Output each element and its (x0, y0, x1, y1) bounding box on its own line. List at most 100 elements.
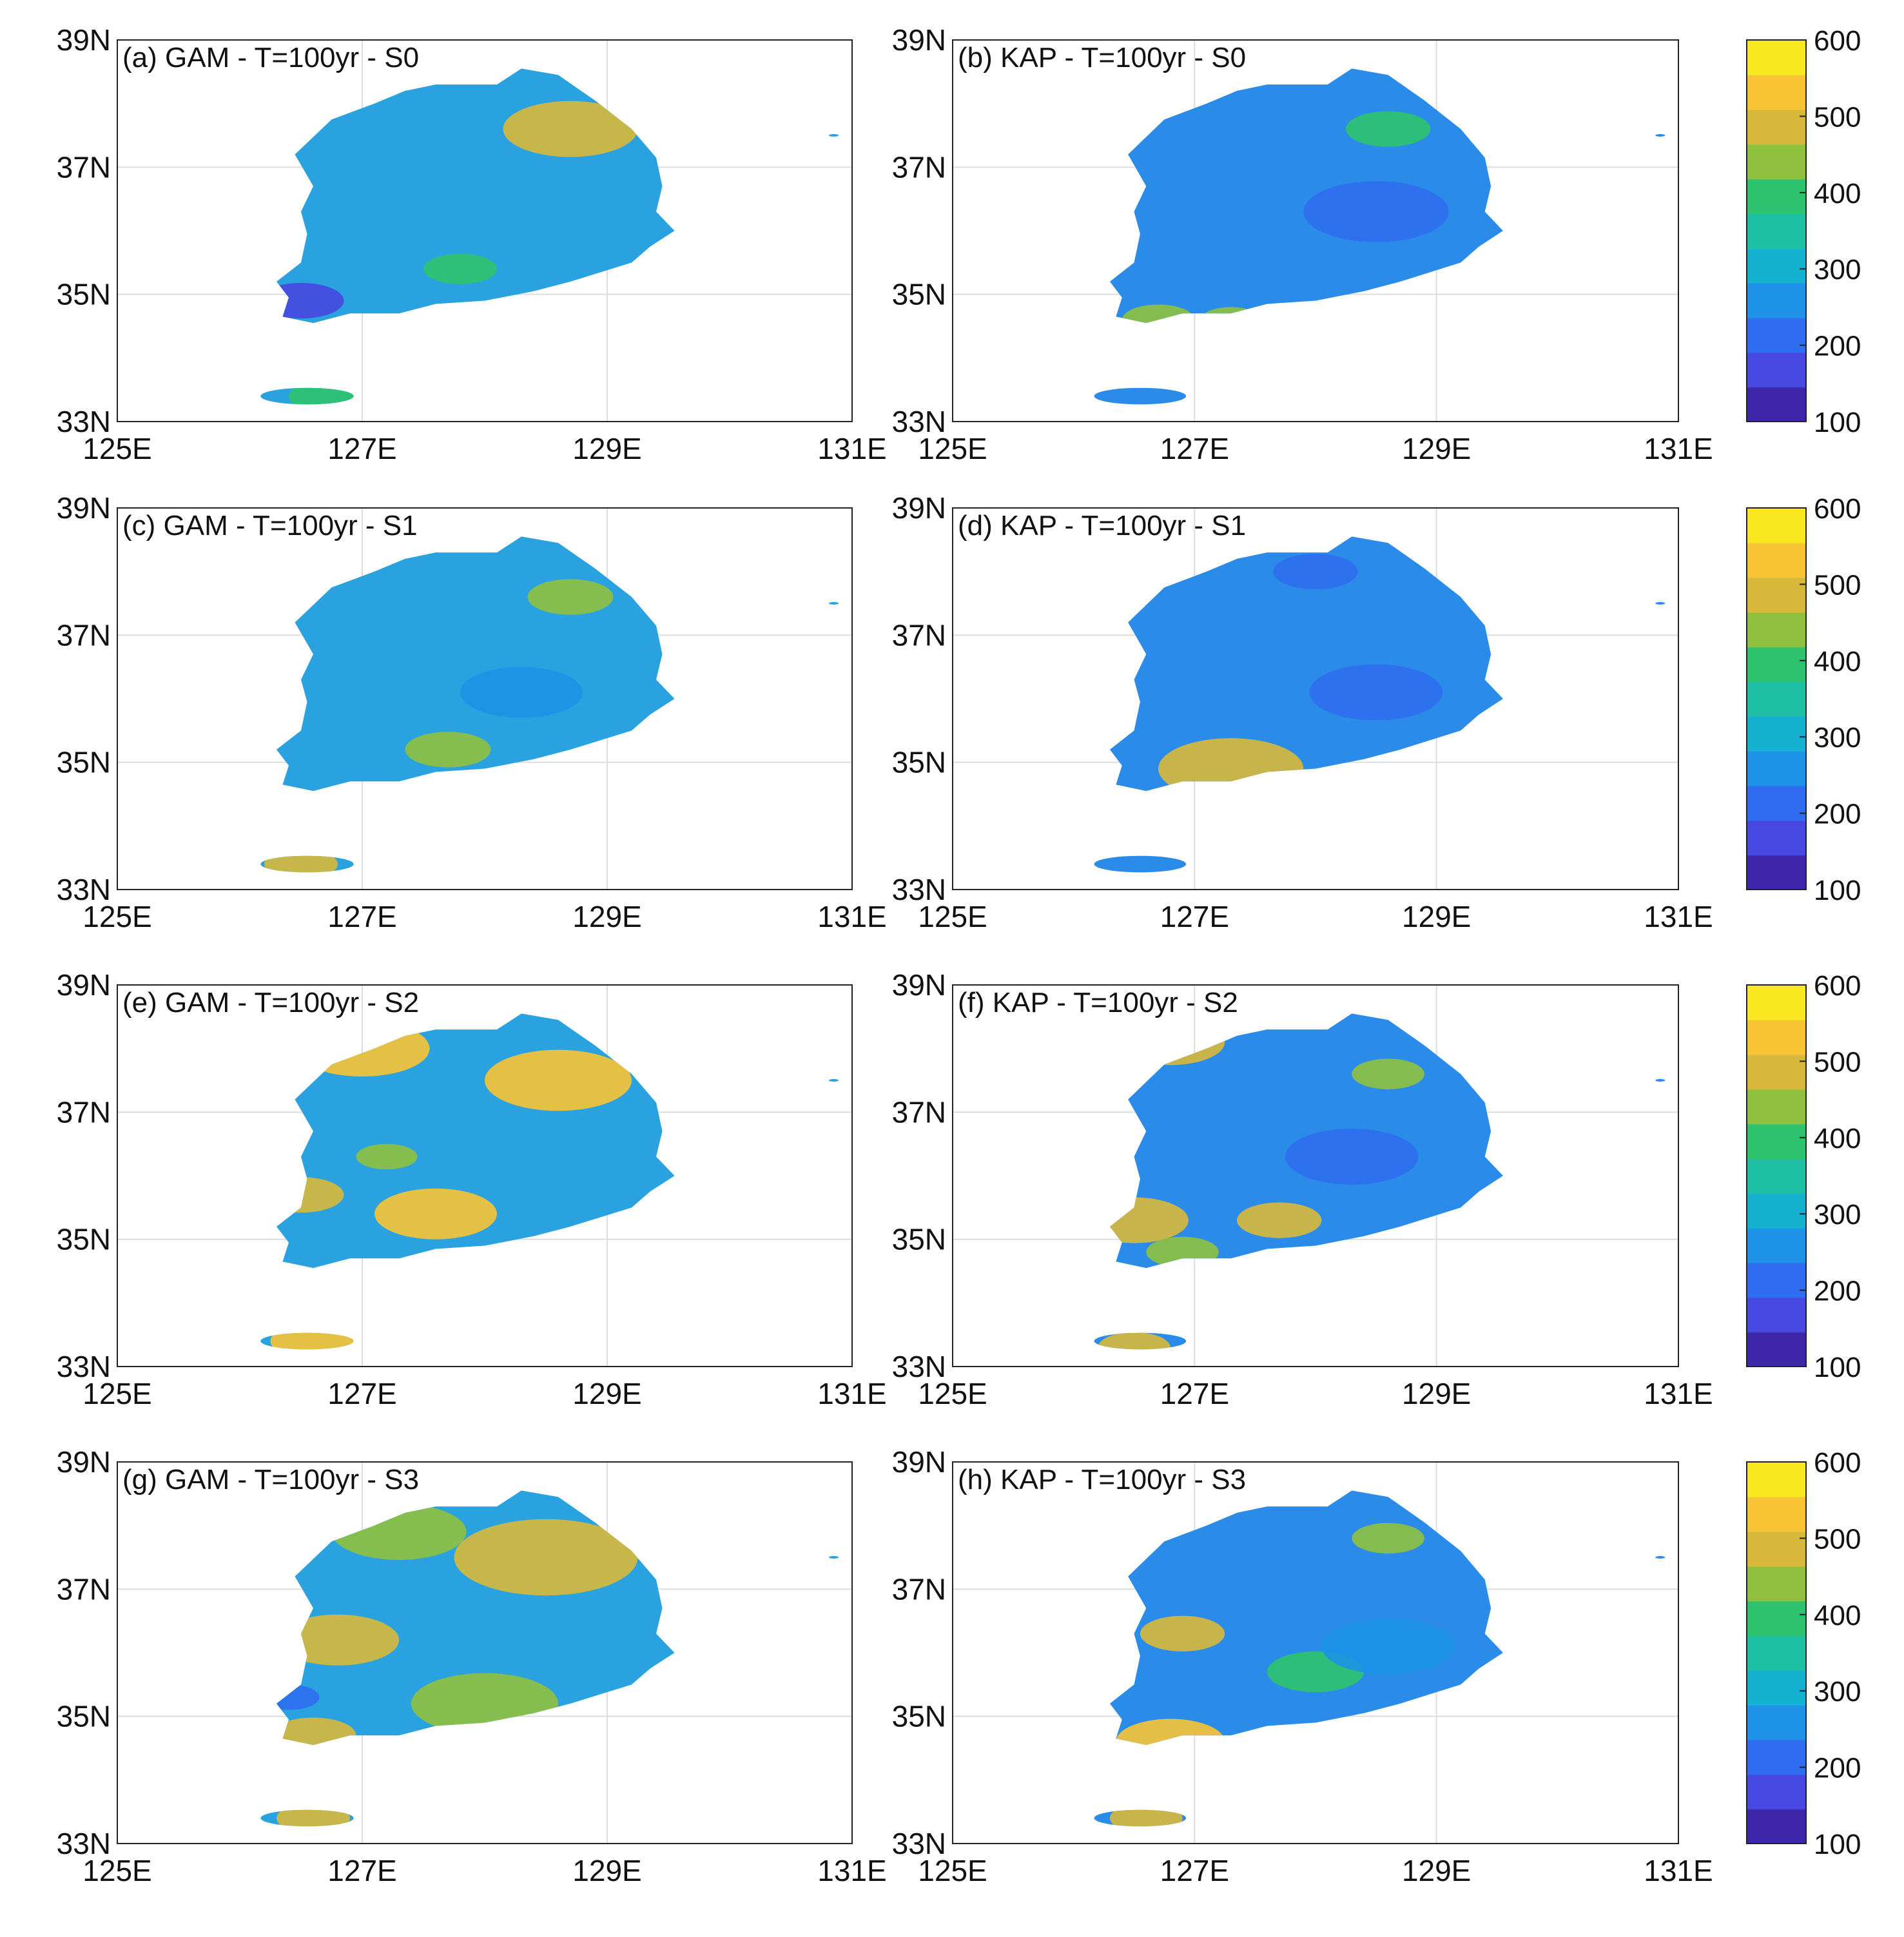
lon-tick-label: 127E (327, 900, 396, 933)
colorbar-segment (1747, 1192, 1806, 1229)
value-blob (405, 732, 491, 768)
lat-tick-label: 35N (892, 278, 946, 311)
colorbar-segment (1747, 612, 1806, 648)
lon-tick-label: 131E (817, 432, 886, 465)
lon-tick-label: 125E (83, 432, 151, 465)
axes-frame (952, 507, 1679, 890)
lon-tick-label: 127E (1160, 1854, 1229, 1887)
lon-tick-label: 125E (918, 900, 987, 933)
lon-tick-label: 127E (1160, 900, 1229, 933)
lat-tick-label: 33N (57, 405, 111, 438)
lat-tick-label: 37N (892, 1095, 946, 1129)
lat-tick-label: 33N (892, 1350, 946, 1383)
lat-tick-label: 39N (892, 23, 946, 57)
value-blob (527, 579, 614, 615)
colorbar-segment (1747, 1124, 1806, 1160)
colorbar-segment (1747, 1704, 1806, 1740)
colorbar-tick-label: 600 (1814, 493, 1861, 525)
lat-tick-label: 39N (57, 23, 111, 57)
lon-tick-label: 125E (918, 1377, 987, 1410)
colorbar-segment (1747, 387, 1806, 422)
panel-title: (f) KAP - T=100yr - S2 (958, 987, 1238, 1018)
colorbar-tick-label: 600 (1814, 1447, 1861, 1479)
lon-tick-label: 131E (1644, 900, 1713, 933)
value-blob (1321, 1618, 1455, 1675)
colorbar-segment (1747, 785, 1806, 821)
lon-tick-label: 127E (327, 1377, 396, 1410)
colorbar-segment (1747, 1635, 1806, 1671)
lat-tick-label: 39N (57, 968, 111, 1002)
value-blob (356, 1144, 418, 1170)
lat-tick-label: 39N (892, 1445, 946, 1479)
colorbar-frame (1746, 507, 1807, 890)
colorbar-segment (1747, 1019, 1806, 1055)
lon-tick-label: 129E (1402, 432, 1471, 465)
lon-tick-label: 125E (918, 1854, 987, 1887)
axes-frame (952, 1461, 1679, 1844)
colorbar-tick-label: 200 (1814, 1753, 1861, 1784)
lat-tick-label: 37N (57, 150, 111, 184)
colorbar-segment (1747, 508, 1806, 543)
colorbar-segment (1747, 1262, 1806, 1298)
lat-tick-label: 33N (57, 1827, 111, 1860)
panel-title: (a) GAM - T=100yr - S0 (122, 42, 419, 73)
value-blob (460, 667, 583, 718)
lat-tick-label: 33N (892, 405, 946, 438)
colorbar-segment (1747, 820, 1806, 856)
colorbar-segment (1747, 40, 1806, 75)
colorbar-tick-label: 400 (1814, 646, 1861, 677)
colorbar-segment (1747, 74, 1806, 110)
lat-tick-label: 35N (892, 746, 946, 779)
lat-tick-label: 39N (57, 491, 111, 525)
colorbar-segment (1747, 352, 1806, 388)
colorbar-tick-label: 300 (1814, 1199, 1861, 1231)
colorbar-tick-label: 500 (1814, 1046, 1861, 1078)
colorbar-tick-label: 600 (1814, 25, 1861, 57)
colorbar-segment (1747, 144, 1806, 180)
lon-tick-label: 131E (817, 900, 886, 933)
colorbar-tick-label: 300 (1814, 722, 1861, 754)
colorbar-tick-label: 600 (1814, 970, 1861, 1002)
colorbar-tick-label: 500 (1814, 569, 1861, 601)
lat-tick-label: 37N (892, 150, 946, 184)
lon-tick-label: 125E (918, 432, 987, 465)
lon-tick-label: 131E (1644, 1854, 1713, 1887)
lat-tick-label: 39N (892, 968, 946, 1002)
axes-frame (952, 39, 1679, 422)
lat-tick-label: 33N (892, 1827, 946, 1860)
axes-frame (117, 39, 853, 422)
lon-tick-label: 127E (1160, 432, 1229, 465)
colorbar-segment (1747, 1462, 1806, 1497)
lon-tick-label: 127E (1160, 1377, 1229, 1410)
value-blob (1237, 1202, 1322, 1238)
axes-frame (952, 984, 1679, 1367)
value-blob (503, 101, 638, 157)
colorbar-segment (1747, 1227, 1806, 1263)
value-blob (1303, 181, 1449, 242)
lat-tick-label: 33N (892, 873, 946, 906)
value-blob (277, 1614, 400, 1666)
lat-tick-label: 37N (57, 1572, 111, 1606)
colorbar-frame (1746, 984, 1807, 1367)
lon-tick-label: 131E (1644, 1377, 1713, 1410)
colorbar-segment (1747, 213, 1806, 249)
colorbar-tick-label: 100 (1814, 1352, 1861, 1383)
colorbar-tick-label: 200 (1814, 1276, 1861, 1307)
colorbar-segment (1747, 109, 1806, 145)
panel-title: (d) KAP - T=100yr - S1 (958, 510, 1246, 541)
colorbar-segment (1747, 1496, 1806, 1532)
axes-frame (117, 1461, 853, 1844)
lon-tick-label: 129E (1402, 900, 1471, 933)
colorbar-segment (1747, 282, 1806, 318)
lon-tick-label: 129E (1402, 1377, 1471, 1410)
colorbar-segment (1747, 1669, 1806, 1706)
lat-tick-label: 35N (57, 1700, 111, 1733)
value-blob (1309, 664, 1443, 721)
value-blob (1098, 1332, 1171, 1350)
colorbar-tick-label: 400 (1814, 1600, 1861, 1631)
